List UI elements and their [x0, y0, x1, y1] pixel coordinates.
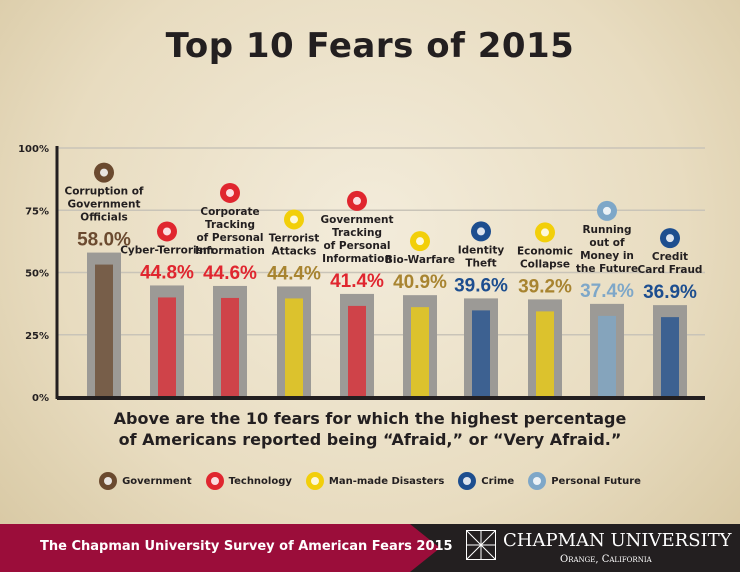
- footer-banner: [0, 524, 440, 572]
- university-location: Orange, California: [560, 554, 652, 565]
- y-tick-label: 100%: [18, 144, 49, 155]
- legend-item: Crime: [458, 472, 514, 490]
- handcuffs-icon-glyph: [666, 234, 674, 243]
- circuit-icon: [205, 472, 224, 490]
- category-label: Card Fraud: [638, 264, 703, 276]
- category-label: Credit: [652, 251, 688, 263]
- category-label: Officials: [80, 212, 127, 224]
- category-label: Information: [322, 253, 392, 265]
- handcuffs-icon-glyph: [477, 227, 485, 236]
- circuit-icon-glyph: [226, 188, 234, 197]
- caption: Above are the 10 fears for which the hig…: [0, 408, 740, 450]
- category-label: Attacks: [272, 245, 317, 257]
- chapman-logo-icon: [466, 530, 496, 560]
- legend-label: Personal Future: [551, 475, 641, 487]
- category-label: Running: [582, 224, 631, 236]
- category-label: Information: [195, 245, 265, 257]
- bar-illustration: [221, 297, 239, 397]
- value-label: 44.6%: [203, 263, 257, 284]
- y-tick-label: 75%: [25, 206, 49, 217]
- category-label: Corporate: [200, 206, 259, 218]
- value-label: 39.2%: [518, 276, 572, 297]
- bar-illustration: [472, 310, 490, 397]
- category-label: Economic: [517, 245, 573, 257]
- category-label: Government: [67, 199, 140, 211]
- caption-line-2: of Americans reported being “Afraid,” or…: [118, 430, 622, 449]
- bar-illustration: [598, 315, 616, 397]
- category-label: Tracking: [332, 227, 382, 239]
- category-label: out of: [589, 237, 625, 249]
- legend-label: Technology: [228, 475, 292, 487]
- chart-title: Top 10 Fears of 2015: [165, 26, 575, 66]
- bar-illustration: [661, 317, 679, 397]
- category-label: Theft: [465, 257, 496, 269]
- legend-item: Technology: [205, 472, 292, 490]
- bar-illustration: [95, 264, 113, 397]
- money-icon-glyph: [603, 206, 611, 215]
- category-label: Government: [320, 214, 393, 226]
- bar-illustration: [348, 305, 366, 397]
- category-label: Collapse: [520, 258, 570, 270]
- university-name: CHAPMAN UNIVERSITY: [503, 530, 732, 551]
- legend-item: Government: [99, 472, 192, 490]
- value-label: 40.9%: [393, 272, 447, 293]
- category-label: Terrorist: [269, 232, 320, 244]
- value-label: 41.4%: [330, 271, 384, 292]
- category-label: of Personal: [323, 240, 390, 252]
- y-tick-label: 50%: [25, 269, 49, 280]
- category-label: Corruption of: [64, 186, 143, 198]
- y-tick-label: 25%: [25, 331, 49, 342]
- survey-title: The Chapman University Survey of America…: [40, 539, 453, 554]
- category-label: the Future: [576, 263, 638, 275]
- column-icon: [99, 472, 118, 490]
- category-label: of Personal: [196, 232, 263, 244]
- column-icon-glyph: [100, 168, 108, 177]
- legend: Government Technology Man-made Disasters Cr…: [0, 472, 740, 490]
- bar-illustration: [158, 297, 176, 397]
- category-label: Cyber-Terrorism: [120, 244, 214, 256]
- bar-chart: 0%25%50%75%100%58.0%Corruption ofGovernm…: [18, 144, 705, 404]
- value-label: 39.6%: [454, 275, 508, 296]
- legend-label: Man-made Disasters: [328, 475, 445, 487]
- value-label: 44.4%: [267, 263, 321, 284]
- bar-illustration: [536, 311, 554, 397]
- footer: The Chapman University Survey of America…: [0, 524, 740, 572]
- category-label: Tracking: [205, 219, 255, 231]
- handcuffs-icon: [458, 472, 477, 490]
- category-label: Bio-Warfare: [385, 254, 455, 266]
- legend-item: Man-made Disasters: [305, 472, 445, 490]
- legend-label: Government: [122, 475, 192, 487]
- radiation-icon-glyph: [290, 215, 298, 224]
- radiation-icon: [305, 472, 324, 490]
- legend-item: Personal Future: [528, 472, 641, 490]
- category-label: Money in: [580, 250, 634, 262]
- category-label: Identity: [458, 244, 505, 256]
- value-label: 36.9%: [643, 282, 697, 303]
- circuit-icon-glyph: [163, 227, 171, 236]
- bar-illustration: [411, 307, 429, 397]
- bar-illustration: [285, 298, 303, 397]
- value-label: 58.0%: [77, 230, 131, 251]
- circuit-icon-glyph: [353, 196, 361, 205]
- legend-label: Crime: [481, 475, 515, 487]
- y-tick-label: 0%: [32, 393, 49, 404]
- radiation-icon-glyph: [416, 237, 424, 246]
- radiation-icon-glyph: [541, 228, 549, 237]
- caption-line-1: Above are the 10 fears for which the hig…: [113, 409, 627, 428]
- money-icon: [528, 472, 547, 490]
- value-label: 44.8%: [140, 262, 194, 283]
- value-label: 37.4%: [580, 281, 634, 302]
